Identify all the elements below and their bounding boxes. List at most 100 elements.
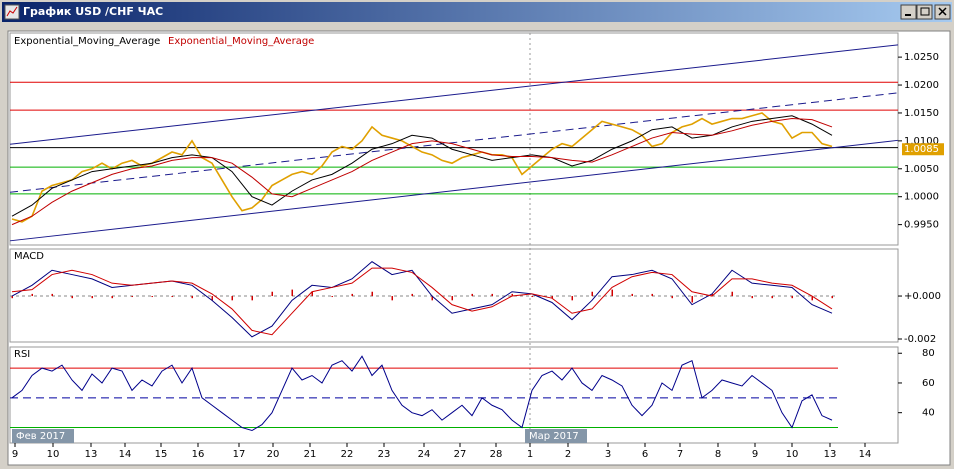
histogram-bar (11, 296, 13, 299)
y-tick-label: +0.000 (904, 291, 941, 302)
indicator-title: MACD (14, 251, 44, 262)
indicator-line (11, 267, 833, 336)
histogram-bar (571, 296, 573, 301)
last-price-box (902, 143, 944, 156)
histogram-bar (31, 293, 33, 297)
x-tick-label: 14 (119, 449, 132, 460)
trend-line (9, 139, 899, 242)
period-label: Мар 2017 (529, 431, 579, 442)
histogram-bar (671, 296, 673, 299)
histogram-bar (211, 296, 213, 301)
histogram-bar (511, 293, 513, 297)
y-tick-label: 1.0150 (904, 108, 939, 119)
histogram-bar (331, 296, 333, 298)
histogram-bar (691, 296, 693, 303)
x-tick-label: 10 (47, 449, 60, 460)
y-tick-label: 1.0100 (904, 136, 939, 147)
histogram-bar (291, 289, 293, 297)
histogram-bar (151, 296, 153, 298)
histogram-bar (311, 291, 313, 297)
histogram-bar (551, 296, 553, 299)
window-buttons (900, 4, 951, 20)
price-panel (9, 32, 899, 246)
histogram-bar (651, 293, 653, 297)
x-tick-label: 28 (490, 449, 503, 460)
x-tick-label: 17 (233, 449, 246, 460)
x-tick-label: 14 (859, 449, 872, 460)
histogram-bar (531, 296, 533, 298)
close-glyph (938, 7, 947, 16)
x-tick-label: 2 (565, 449, 571, 460)
y-tick-label: 0.9950 (904, 220, 939, 231)
x-tick-label: 23 (378, 449, 391, 460)
y-tick-label: -0.002 (904, 334, 936, 345)
histogram-bar (271, 291, 273, 297)
indicator-title: RSI (14, 349, 30, 360)
trend-line (9, 44, 899, 145)
y-tick-label: 1.0050 (904, 164, 939, 175)
histogram-bar (111, 296, 113, 299)
histogram-bar (831, 296, 833, 299)
x-tick-label: 8 (715, 449, 721, 460)
macd-panel (9, 248, 899, 343)
histogram-bar (751, 296, 753, 299)
window-title: График USD /CHF ЧАС (23, 5, 163, 18)
histogram-bar (131, 296, 133, 298)
histogram-bar (491, 293, 493, 297)
x-tick-label: 6 (642, 449, 648, 460)
histogram-bar (351, 293, 353, 297)
maximize-glyph (920, 7, 930, 16)
rsi-panel (9, 346, 899, 444)
x-tick-label: 13 (824, 449, 837, 460)
legend-entry: Exponential_Moving_Average (168, 36, 314, 47)
maximize-button[interactable] (916, 4, 933, 20)
histogram-bar (191, 296, 193, 299)
x-tick-label: 3 (605, 449, 611, 460)
x-tick-label: 22 (341, 449, 354, 460)
trend-line (9, 92, 899, 193)
histogram-bar (471, 293, 473, 297)
y-tick-label: 80 (922, 348, 935, 359)
x-tick-label: 7 (677, 449, 683, 460)
x-tick-label: 24 (418, 449, 431, 460)
y-tick-label: 40 (922, 408, 935, 419)
window-icon-glyph (6, 6, 18, 17)
minimize-button[interactable] (900, 4, 917, 20)
histogram-bar (391, 296, 393, 301)
y-tick-label: 1.0000 (904, 192, 939, 203)
y-tick-label: 60 (922, 378, 935, 389)
histogram-bar (451, 296, 453, 301)
x-tick-label: 27 (454, 449, 467, 460)
histogram-bar (731, 291, 733, 297)
period-label: Фев 2017 (16, 431, 65, 442)
histogram-bar (611, 289, 613, 297)
period-box (525, 429, 587, 443)
x-tick-label: 16 (192, 449, 205, 460)
histogram-bar (71, 296, 73, 299)
histogram-bar (431, 296, 433, 301)
histogram-bar (371, 291, 373, 297)
x-tick-label: 21 (304, 449, 317, 460)
period-box (12, 429, 74, 443)
x-tick-label: 9 (12, 449, 18, 460)
indicator-line (11, 118, 833, 226)
histogram-bar (91, 296, 93, 299)
x-tick-label: 13 (85, 449, 98, 460)
histogram-bar (771, 296, 773, 299)
x-tick-label: 9 (752, 449, 758, 460)
x-tick-label: 10 (786, 449, 799, 460)
histogram-bar (811, 296, 813, 301)
histogram-bar (51, 293, 53, 297)
x-tick-label: 15 (155, 449, 168, 460)
histogram-bar (591, 291, 593, 297)
legend-entry: Exponential_Moving_Average (14, 36, 160, 47)
y-tick-label: 1.0250 (904, 52, 939, 63)
histogram-bar (171, 296, 173, 298)
histogram-bar (231, 296, 233, 301)
x-tick-label: 1 (527, 449, 533, 460)
histogram-bar (711, 293, 713, 297)
last-price-label: 1.0085 (904, 144, 939, 155)
histogram-bar (251, 296, 253, 301)
histogram-bar (631, 293, 633, 297)
